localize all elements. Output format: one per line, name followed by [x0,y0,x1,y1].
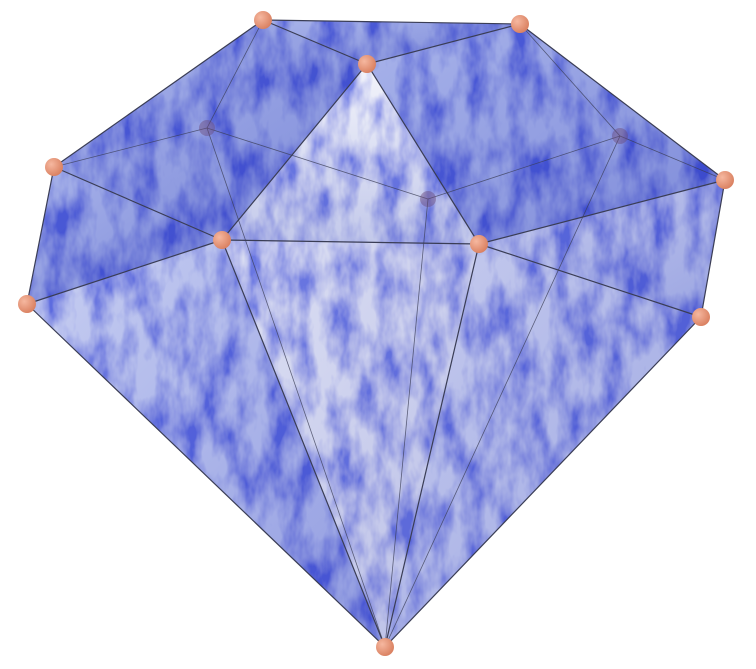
vertex [612,128,628,144]
hidden-edge [519,23,621,137]
vertex [199,120,215,136]
face [27,240,385,647]
outline [26,19,726,648]
hidden-edge [206,127,386,648]
vertices [18,11,734,656]
face [222,240,479,647]
vertex [213,231,231,249]
face [385,244,701,647]
face [479,180,725,317]
hidden-vertices [199,120,628,207]
edge [53,166,726,245]
face [222,64,479,244]
hidden-edge [427,135,621,200]
hidden-edge [384,135,621,648]
vertex [692,308,710,326]
hidden-edge [206,127,429,200]
gem-faces [27,20,725,647]
face [367,24,725,244]
vertex [470,235,488,253]
hidden-edge [53,127,208,168]
face [54,20,367,240]
vertex [511,15,529,33]
vertex [716,171,734,189]
hidden-edge [206,19,264,129]
vertex [18,295,36,313]
vertex [254,11,272,29]
vertex [376,638,394,656]
vertex [358,55,376,73]
hidden-edge [384,198,429,648]
vertex [420,191,436,207]
vertex [45,158,63,176]
face [27,167,222,304]
face [263,20,520,64]
hidden-edge [619,135,726,181]
